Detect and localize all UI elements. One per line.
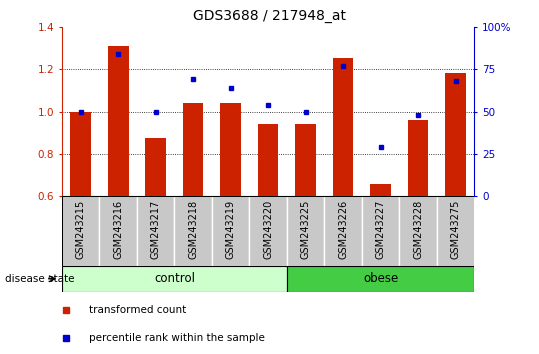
Bar — [62, 196, 100, 266]
Bar — [62, 266, 287, 292]
Bar — [146, 138, 166, 196]
Bar — [212, 196, 250, 266]
Bar — [258, 124, 279, 196]
Text: GSM243226: GSM243226 — [338, 200, 348, 259]
Text: percentile rank within the sample: percentile rank within the sample — [89, 333, 265, 343]
Bar — [295, 124, 316, 196]
Text: GSM243217: GSM243217 — [151, 200, 161, 259]
Text: GSM243275: GSM243275 — [451, 200, 461, 259]
Text: GSM243216: GSM243216 — [113, 200, 123, 259]
Bar — [408, 120, 429, 196]
Bar — [108, 46, 128, 196]
Bar — [399, 196, 437, 266]
Bar — [137, 196, 175, 266]
Bar — [100, 196, 137, 266]
Bar — [370, 184, 391, 196]
Text: GSM243225: GSM243225 — [301, 200, 310, 259]
Bar — [437, 196, 474, 266]
Text: transformed count: transformed count — [89, 305, 186, 315]
Bar — [287, 266, 474, 292]
Text: obese: obese — [363, 272, 398, 285]
Bar — [71, 112, 91, 196]
Text: disease state: disease state — [5, 274, 75, 284]
Bar — [362, 196, 399, 266]
Text: control: control — [154, 272, 195, 285]
Text: GSM243228: GSM243228 — [413, 200, 423, 259]
Text: GSM243227: GSM243227 — [376, 200, 385, 259]
Bar — [445, 73, 466, 196]
Bar — [183, 103, 204, 196]
Bar — [324, 196, 362, 266]
Bar — [333, 58, 354, 196]
Text: GSM243215: GSM243215 — [75, 200, 86, 259]
Bar — [175, 196, 212, 266]
Text: GSM243218: GSM243218 — [188, 200, 198, 259]
Bar — [250, 196, 287, 266]
Text: GDS3688 / 217948_at: GDS3688 / 217948_at — [193, 9, 346, 23]
Bar — [287, 196, 324, 266]
Text: GSM243219: GSM243219 — [226, 200, 236, 259]
Text: GSM243220: GSM243220 — [263, 200, 273, 259]
Bar — [220, 103, 241, 196]
